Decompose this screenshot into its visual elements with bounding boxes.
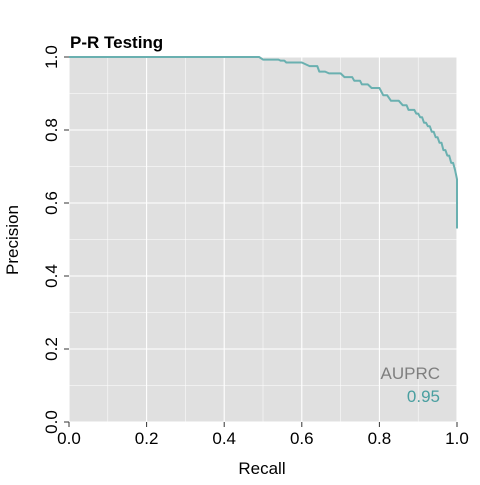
chart-title: P-R Testing — [70, 33, 163, 52]
grid-lines — [68, 56, 458, 423]
y-tick-label: 0.8 — [42, 118, 61, 142]
y-tick-label: 0.0 — [42, 410, 61, 434]
pr-curve-line — [69, 56, 458, 229]
x-tick-label: 0.8 — [368, 429, 392, 448]
axis-ticks — [64, 56, 458, 427]
y-axis-label: Precision — [3, 205, 22, 275]
x-tick-label: 0.6 — [290, 429, 314, 448]
x-tick-label: 0.4 — [212, 429, 236, 448]
y-tick-label: 0.2 — [42, 337, 61, 361]
y-tick-label: 0.6 — [42, 191, 61, 215]
auprc-value: 0.95 — [407, 387, 440, 406]
auprc-label: AUPRC — [380, 364, 440, 383]
y-tick-label: 1.0 — [42, 45, 61, 69]
y-tick-label: 0.4 — [42, 264, 61, 288]
x-tick-label: 0.2 — [135, 429, 159, 448]
x-tick-label: 1.0 — [445, 429, 469, 448]
tick-labels: 0.0 0.2 0.4 0.6 0.8 1.0 0.0 0.2 0.4 0.6 0.8 1.0 — [42, 45, 469, 448]
x-tick-label: 0.0 — [57, 429, 81, 448]
x-axis-label: Recall — [238, 459, 285, 478]
